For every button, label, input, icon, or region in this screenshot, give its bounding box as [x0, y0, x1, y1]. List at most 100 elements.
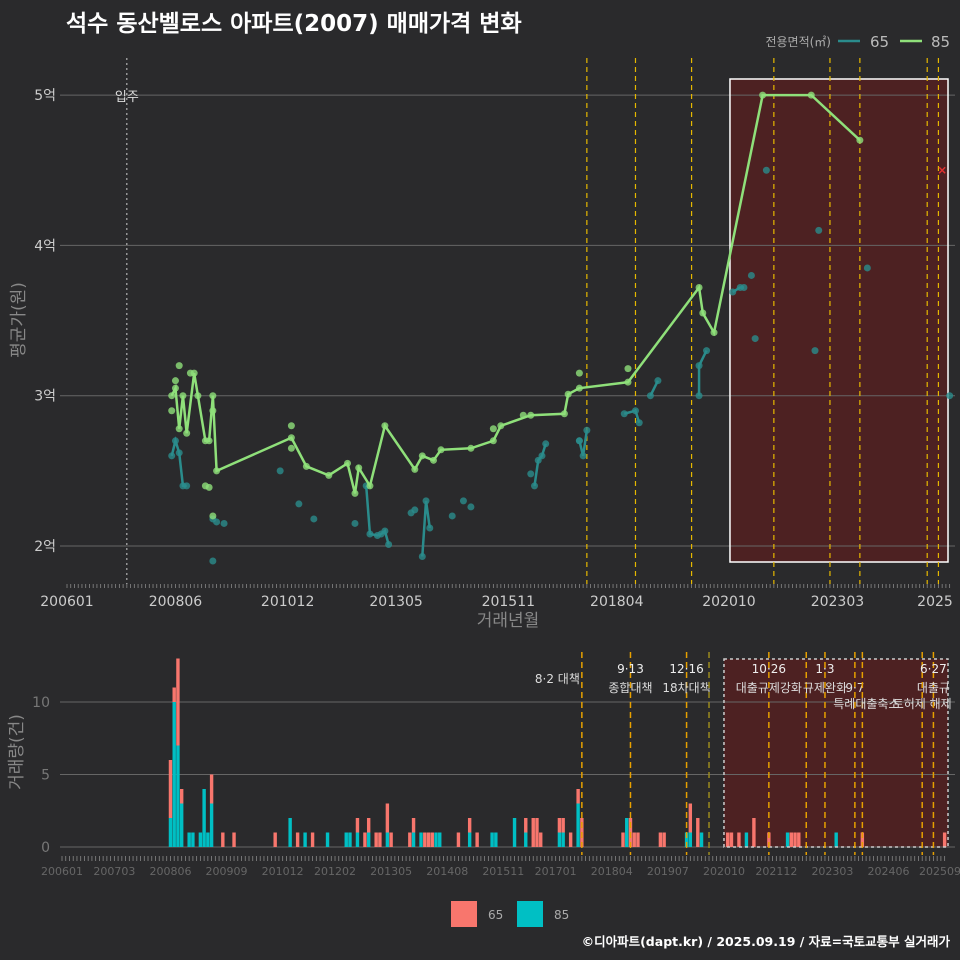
policy-event-label: 토허제 해제 — [893, 697, 952, 711]
bar-65 — [426, 832, 431, 847]
series-65-point — [747, 271, 755, 279]
x-tick-label: 200806 — [149, 865, 191, 878]
series-65-point — [448, 512, 456, 520]
bar-85 — [179, 803, 184, 847]
x-tick-label: 201305 — [370, 865, 412, 878]
bar-65 — [423, 832, 427, 847]
series-65-point — [351, 519, 359, 527]
series-65-point — [381, 527, 389, 535]
bar-85 — [288, 818, 292, 847]
series-85-point — [213, 467, 221, 475]
bar-65 — [378, 832, 382, 847]
policy-event-date: 10·26 — [752, 662, 786, 676]
series-85-point — [209, 392, 217, 400]
series-85-point — [699, 309, 707, 317]
series-85-point — [497, 422, 505, 430]
series-65-point — [385, 540, 393, 548]
bar-65 — [860, 832, 865, 847]
x-tick-label: 200703 — [93, 865, 135, 878]
highlight-box-lower-fill — [723, 659, 948, 847]
x-tick-label: 201701 — [535, 865, 577, 878]
x-tick-label: 202010 — [702, 594, 755, 610]
series-85-point — [807, 91, 815, 99]
bar-65 — [366, 818, 371, 833]
bar-85 — [561, 832, 565, 847]
series-65-point — [426, 524, 434, 532]
series-65-point — [213, 518, 221, 526]
series-65-point — [695, 392, 703, 400]
bar-65 — [561, 818, 565, 833]
series-85-point — [194, 392, 202, 400]
bar-85 — [172, 702, 176, 847]
series-65-point — [527, 470, 535, 478]
bar-85 — [490, 832, 494, 847]
bar-85 — [202, 789, 206, 847]
series-65-point — [815, 226, 823, 234]
series-85-point — [575, 369, 583, 377]
x-tick-label: 202303 — [811, 865, 853, 878]
bar-65 — [726, 832, 730, 847]
series-85-point — [209, 512, 217, 520]
x-tick-label: 200806 — [149, 594, 203, 610]
bar-85 — [576, 803, 580, 847]
bar-85 — [206, 832, 210, 847]
x-tick-label: 202406 — [868, 865, 910, 878]
chart-title: 석수 동산벨로스 아파트(2007) 매매가격 변화 — [66, 11, 522, 37]
series-65-point — [729, 288, 737, 296]
series-65-point — [751, 335, 759, 343]
bar-85 — [385, 832, 390, 847]
x-tick-label: 201012 — [261, 594, 314, 610]
series-65-point — [168, 452, 176, 460]
series-85-point — [171, 384, 179, 392]
series-65-point — [575, 437, 583, 445]
legend-85-swatch — [517, 901, 543, 927]
series-85-point — [560, 410, 568, 418]
series-65-point — [740, 283, 748, 291]
bar-65 — [389, 832, 393, 847]
series-65-point — [620, 410, 628, 418]
bar-65 — [539, 832, 543, 847]
series-65-point — [310, 515, 318, 523]
series-85-point — [856, 136, 864, 144]
series-65-point — [762, 166, 770, 174]
bar-85 — [785, 832, 790, 847]
legend-65-swatch — [451, 901, 477, 927]
y-tick-label: 10 — [32, 695, 50, 711]
bar-65 — [385, 803, 390, 833]
series-85-point — [489, 425, 497, 433]
x-tick-label: 202112 — [755, 865, 797, 878]
series-65-point — [946, 392, 954, 400]
x-tick-label: 2025 — [917, 594, 953, 610]
bar-65 — [176, 658, 180, 746]
series-85-point — [527, 411, 535, 419]
bar-65 — [737, 832, 741, 847]
bar-65 — [621, 832, 625, 847]
bar-85 — [834, 832, 838, 847]
bar-85 — [191, 832, 195, 847]
policy-event-label: 8·2 대책 — [535, 671, 580, 686]
series-65-line — [697, 350, 708, 396]
x-tick-label: 200601 — [41, 865, 83, 878]
x-tick-label: 201012 — [262, 865, 304, 878]
series-85-point — [411, 465, 419, 473]
series-65-point — [467, 503, 475, 511]
y-tick-label: 0 — [41, 840, 50, 856]
bar-85 — [419, 832, 423, 847]
policy-event-label: 종합대책 — [608, 680, 652, 695]
x-tick-label: 201804 — [591, 865, 633, 878]
series-65-point — [542, 440, 550, 448]
series-85-point — [302, 462, 310, 470]
y-tick-label: 2억 — [34, 539, 56, 555]
y-tick-label: 5억 — [34, 88, 56, 104]
bar-65 — [636, 832, 640, 847]
series-85-point — [287, 434, 295, 442]
bar-85 — [209, 803, 214, 847]
policy-event-date: 1·3 — [815, 662, 834, 676]
series-65-point — [295, 500, 303, 508]
bar-65 — [557, 818, 562, 833]
series-65-point — [538, 452, 546, 460]
bar-65 — [374, 832, 378, 847]
series-65-point — [459, 497, 467, 505]
bar-65 — [797, 832, 801, 847]
